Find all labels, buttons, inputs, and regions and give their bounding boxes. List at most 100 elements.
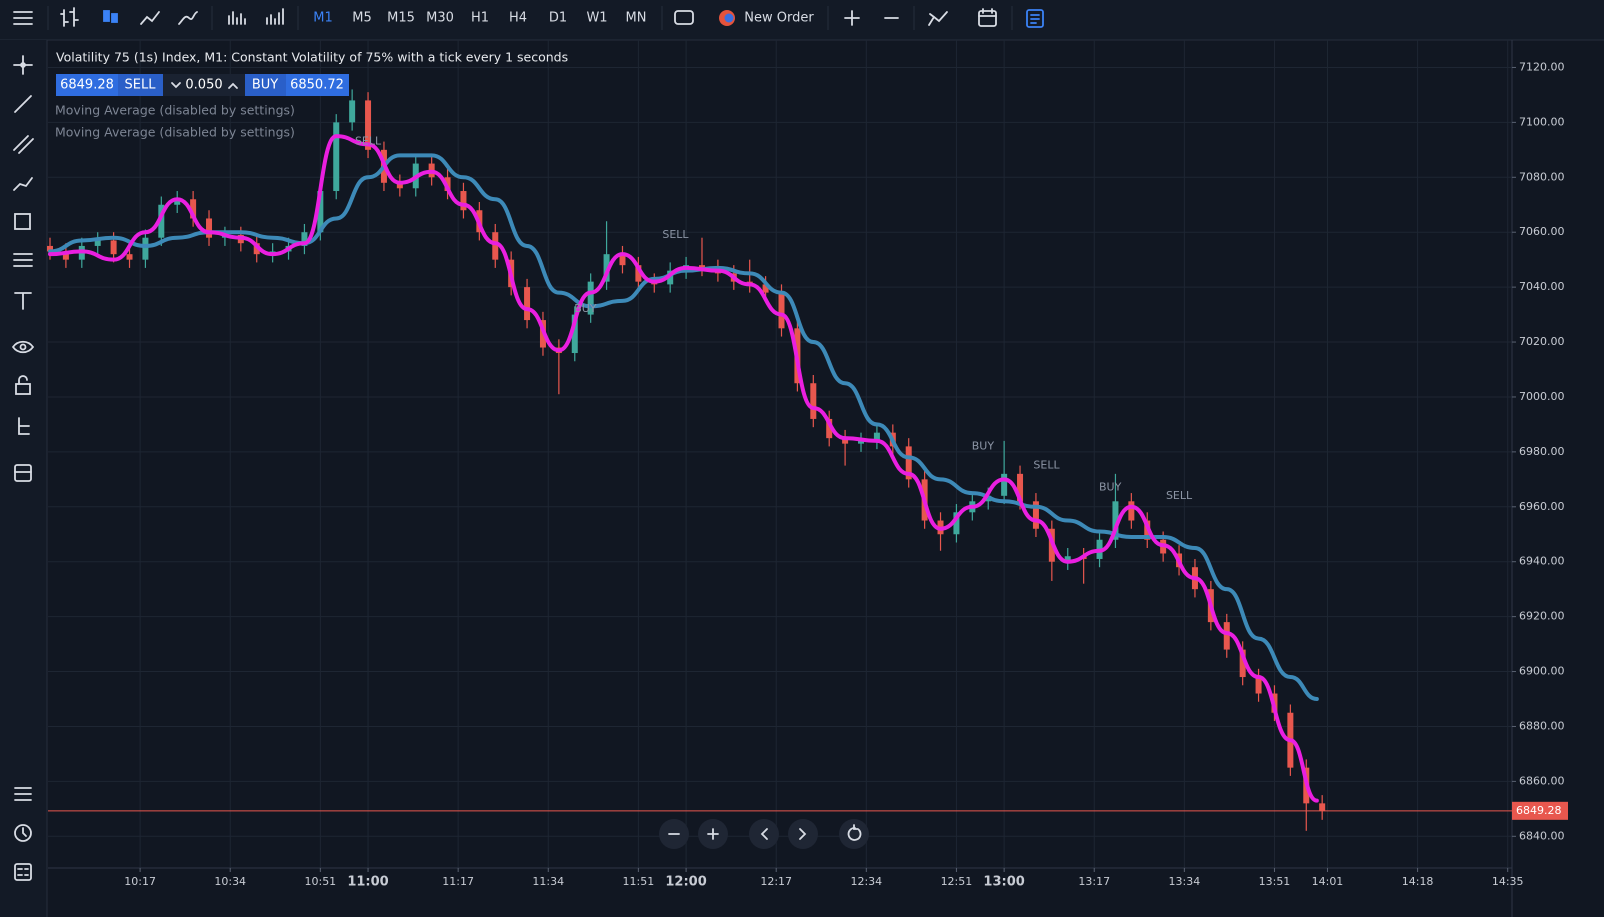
timeframe[interactable]: M15 (387, 11, 415, 26)
candle-body (47, 245, 53, 252)
candle-body (158, 204, 165, 238)
x-tick-label: 11:00 (347, 875, 388, 890)
candle-body (1017, 473, 1024, 502)
candle-body (905, 446, 912, 480)
y-tick-label: 7120.00 (1519, 60, 1565, 73)
y-tick-label: 6860.00 (1519, 774, 1565, 787)
candle-body (524, 287, 531, 321)
x-tick-label: 10:51 (304, 875, 336, 888)
candle-body (1001, 473, 1008, 496)
candle-body (94, 240, 101, 246)
moving-average-line (48, 134, 1319, 803)
buy-box[interactable] (245, 74, 286, 96)
timeframe[interactable]: H4 (509, 11, 527, 26)
candle-body (142, 237, 149, 260)
y-tick-label: 7060.00 (1519, 225, 1565, 238)
x-tick-label: 11:34 (532, 875, 564, 888)
x-tick-label: 14:35 (1492, 875, 1524, 888)
y-tick-label: 7100.00 (1519, 115, 1565, 128)
y-tick-label: 7000.00 (1519, 390, 1565, 403)
timeframe[interactable]: W1 (586, 11, 607, 26)
lot-box[interactable] (163, 74, 245, 96)
candle-body (842, 438, 849, 444)
sell-label: SELL (125, 78, 157, 93)
candle-body (492, 232, 499, 260)
logo (724, 13, 734, 23)
candle-body (873, 432, 880, 441)
buy-label: BUY (252, 78, 278, 93)
signal-annotation: SELL (1033, 459, 1060, 472)
candle-body (1319, 803, 1326, 811)
new-order[interactable]: New Order (744, 11, 814, 26)
candle-body (396, 182, 403, 189)
buy-price-box[interactable] (286, 74, 349, 96)
y-tick-label: 7020.00 (1519, 335, 1565, 348)
timeframe[interactable]: MN (626, 11, 647, 26)
timeframe[interactable]: M5 (352, 11, 372, 26)
candle-body (365, 100, 372, 150)
candle-body (587, 281, 594, 315)
sidebar-icons[interactable] (12, 55, 35, 881)
candle-body (571, 314, 578, 354)
current-price-label: 6849.28 (1516, 804, 1562, 817)
x-tick-label: 12:00 (665, 875, 706, 890)
candle-body (603, 254, 610, 282)
sell-price: 6849.28 (60, 78, 114, 93)
sell-box[interactable] (118, 74, 163, 96)
legend-entry: Moving Average (disabled by settings) (55, 103, 295, 118)
y-tick-label: 6900.00 (1519, 665, 1565, 678)
timeframe[interactable]: M30 (426, 11, 454, 26)
x-tick-label: 13:51 (1259, 875, 1291, 888)
candle-body (460, 191, 467, 211)
candle-body (858, 440, 865, 444)
y-tick-label: 6840.00 (1519, 829, 1565, 842)
signal-annotation: BUY (574, 302, 597, 315)
zoom-controls[interactable] (659, 819, 869, 849)
x-tick-label: 10:17 (124, 875, 156, 888)
timeframe[interactable]: H1 (471, 11, 489, 26)
chart-title: Volatility 75 (1s) Index, M1: Constant V… (56, 50, 568, 65)
candle-body (1239, 649, 1246, 678)
y-tick-label: 6960.00 (1519, 500, 1565, 513)
lot-size: 0.050 (185, 78, 222, 93)
candle-body (698, 265, 705, 268)
candle-body (778, 292, 785, 329)
candle-body (953, 512, 960, 535)
candle-body (349, 100, 356, 123)
candle-body (667, 270, 674, 285)
x-tick-label: 13:00 (983, 875, 1024, 890)
current-price-box (1512, 801, 1568, 820)
timeframe[interactable]: M1 (313, 11, 333, 26)
candle-body (317, 191, 324, 233)
lot-arrows[interactable] (171, 82, 238, 89)
candle-body (762, 284, 769, 293)
candle-body (301, 232, 308, 246)
sell-price-box[interactable] (56, 74, 118, 96)
candle-body (110, 240, 117, 255)
x-tick-label: 11:51 (623, 875, 655, 888)
trade-panel[interactable]: 6849.28 SELL 0.050 BUY 6850.72 (56, 74, 349, 96)
legend-entry: Moving Average (disabled by settings) (55, 125, 295, 140)
toolbar-icons[interactable] (13, 7, 1044, 28)
candle-body (1032, 501, 1039, 529)
candle-body (1223, 622, 1230, 650)
timeframe[interactable]: D1 (549, 11, 567, 26)
y-tick-label: 6920.00 (1519, 610, 1565, 623)
y-tick-label: 6940.00 (1519, 555, 1565, 568)
signal-annotation: SELL (355, 135, 382, 148)
signal-annotation: SELL (662, 228, 689, 241)
x-tick-label: 14:01 (1312, 875, 1344, 888)
y-tick-label: 6980.00 (1519, 445, 1565, 458)
candle-body (810, 383, 817, 419)
candle-body (126, 254, 133, 260)
signal-annotation: SELL (1166, 489, 1193, 502)
plot-area (47, 40, 1512, 868)
sidebar (0, 40, 47, 917)
candle-body (333, 122, 340, 192)
x-tick-label: 12:17 (760, 875, 792, 888)
candle-body (1128, 501, 1135, 521)
candle-body (174, 199, 181, 205)
